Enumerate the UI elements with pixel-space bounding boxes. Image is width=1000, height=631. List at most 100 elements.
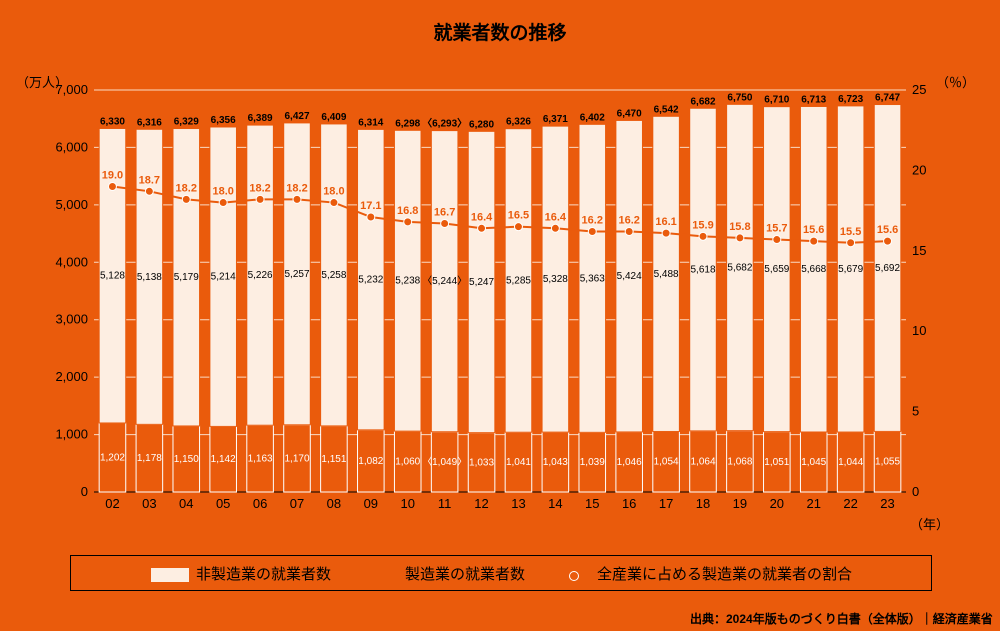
svg-text:5,488: 5,488 [654, 269, 679, 280]
svg-text:〈1,049〉: 〈1,049〉 [422, 456, 467, 468]
svg-text:08: 08 [327, 496, 341, 511]
svg-text:17: 17 [659, 496, 673, 511]
svg-text:1,055: 1,055 [875, 457, 900, 468]
svg-text:5,247: 5,247 [469, 277, 494, 288]
svg-text:5,363: 5,363 [580, 273, 605, 284]
svg-text:5,659: 5,659 [764, 264, 789, 275]
svg-text:6,427: 6,427 [284, 111, 309, 122]
svg-text:20: 20 [912, 162, 926, 177]
svg-text:6,409: 6,409 [321, 112, 346, 123]
svg-text:0: 0 [912, 484, 919, 499]
svg-text:5,257: 5,257 [284, 269, 309, 280]
svg-text:1,054: 1,054 [654, 457, 679, 468]
legend-swatch-icon [359, 567, 399, 583]
svg-text:18.7: 18.7 [139, 174, 160, 186]
svg-text:16.2: 16.2 [582, 215, 603, 227]
svg-text:5,668: 5,668 [801, 264, 826, 275]
svg-text:04: 04 [179, 496, 193, 511]
svg-text:13: 13 [511, 496, 525, 511]
source-text: 出典：2024年版ものづくり白書（全体版）｜経済産業省 [690, 610, 993, 627]
svg-text:1,068: 1,068 [727, 456, 752, 467]
svg-text:6,371: 6,371 [543, 114, 568, 125]
svg-text:06: 06 [253, 496, 267, 511]
svg-text:6,329: 6,329 [174, 117, 199, 128]
svg-text:2,000: 2,000 [55, 369, 88, 384]
svg-text:6,402: 6,402 [580, 112, 605, 123]
chart-plot: 01,0002,0003,0004,0005,0006,0007,0000510… [50, 70, 950, 520]
svg-text:5,214: 5,214 [211, 272, 236, 283]
svg-text:1,142: 1,142 [211, 454, 236, 465]
svg-text:23: 23 [880, 496, 894, 511]
svg-text:6,723: 6,723 [838, 94, 863, 105]
svg-text:5,618: 5,618 [690, 265, 715, 276]
svg-text:15.6: 15.6 [877, 224, 898, 236]
svg-text:1,202: 1,202 [100, 452, 125, 463]
svg-text:12: 12 [474, 496, 488, 511]
svg-text:18.2: 18.2 [176, 182, 197, 194]
svg-text:1,064: 1,064 [690, 456, 715, 467]
svg-text:5,285: 5,285 [506, 275, 531, 286]
svg-text:02: 02 [105, 496, 119, 511]
svg-text:5,238: 5,238 [395, 276, 420, 287]
svg-text:20: 20 [770, 496, 784, 511]
svg-text:15.8: 15.8 [729, 221, 750, 233]
svg-text:1,051: 1,051 [764, 457, 789, 468]
svg-text:6,750: 6,750 [727, 92, 752, 103]
svg-text:16.7: 16.7 [434, 206, 455, 218]
svg-text:1,033: 1,033 [469, 457, 494, 468]
svg-text:15: 15 [585, 496, 599, 511]
svg-text:1,151: 1,151 [321, 454, 346, 465]
svg-text:0: 0 [81, 484, 88, 499]
svg-text:11: 11 [438, 496, 452, 511]
svg-text:22: 22 [843, 496, 857, 511]
svg-text:6,356: 6,356 [211, 115, 236, 126]
svg-text:1,045: 1,045 [801, 457, 826, 468]
svg-text:〈5,244〉: 〈5,244〉 [422, 275, 467, 287]
svg-text:〈6,293〉: 〈6,293〉 [422, 117, 467, 130]
svg-text:6,280: 6,280 [469, 119, 494, 130]
svg-text:5,692: 5,692 [875, 263, 900, 274]
svg-text:03: 03 [142, 496, 156, 511]
svg-text:5: 5 [912, 404, 919, 419]
legend-label: 製造業の就業者数 [405, 566, 525, 583]
svg-text:18.0: 18.0 [323, 186, 344, 198]
svg-text:5,128: 5,128 [100, 271, 125, 282]
legend-item: 非製造業の就業者数 [150, 563, 331, 584]
svg-text:19.0: 19.0 [102, 169, 123, 181]
svg-text:18.2: 18.2 [286, 182, 307, 194]
svg-text:6,682: 6,682 [690, 96, 715, 107]
legend-label: 非製造業の就業者数 [196, 566, 331, 583]
svg-text:16.2: 16.2 [618, 215, 639, 227]
x-axis-label: （年） [910, 514, 949, 533]
svg-text:5,138: 5,138 [137, 272, 162, 283]
svg-text:15.7: 15.7 [766, 223, 787, 235]
legend-swatch-icon [150, 567, 190, 583]
svg-text:18.2: 18.2 [249, 182, 270, 194]
legend-line-icon [553, 574, 591, 576]
svg-text:1,170: 1,170 [284, 453, 309, 464]
svg-text:7,000: 7,000 [55, 82, 88, 97]
svg-text:6,000: 6,000 [55, 139, 88, 154]
svg-text:16.5: 16.5 [508, 210, 529, 222]
svg-text:1,082: 1,082 [358, 456, 383, 467]
svg-text:6,747: 6,747 [875, 93, 900, 104]
svg-text:1,150: 1,150 [174, 454, 199, 465]
legend-item: 全産業に占める製造業の就業者の割合 [553, 563, 852, 584]
legend: 非製造業の就業者数 製造業の就業者数 全産業に占める製造業の就業者の割合 [70, 555, 932, 591]
svg-text:15.9: 15.9 [692, 219, 713, 231]
svg-text:16.1: 16.1 [655, 216, 676, 228]
svg-text:16.8: 16.8 [397, 205, 418, 217]
legend-item: 製造業の就業者数 [359, 563, 525, 584]
svg-text:1,178: 1,178 [137, 453, 162, 464]
svg-text:6,470: 6,470 [617, 108, 642, 119]
svg-text:1,060: 1,060 [395, 457, 420, 468]
svg-text:6,314: 6,314 [358, 117, 383, 128]
chart-container: 就業者数の推移 （万人） （％） 01,0002,0003,0004,0005,… [0, 0, 1000, 631]
svg-text:5,328: 5,328 [543, 274, 568, 285]
svg-text:14: 14 [548, 496, 562, 511]
svg-text:5,258: 5,258 [321, 270, 346, 281]
svg-text:21: 21 [806, 496, 820, 511]
svg-text:05: 05 [216, 496, 230, 511]
svg-text:5,682: 5,682 [727, 263, 752, 274]
svg-text:6,316: 6,316 [137, 117, 162, 128]
